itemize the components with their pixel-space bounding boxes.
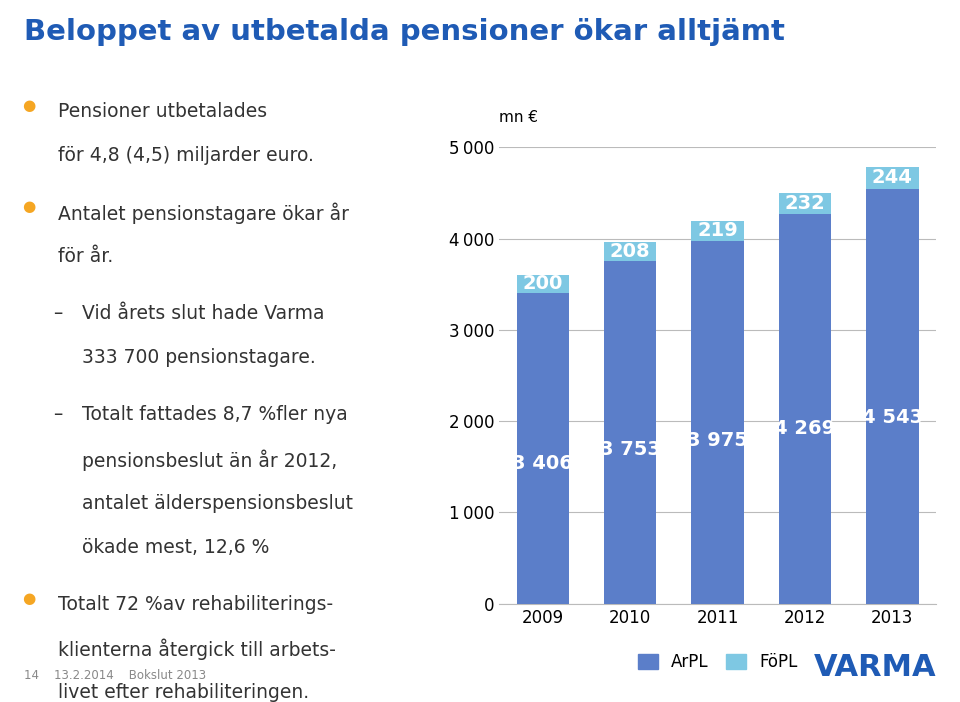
Text: VARMA: VARMA [813,654,936,682]
Bar [516,274,569,293]
Text: 4 269: 4 269 [775,419,835,438]
Text: 219: 219 [697,221,738,241]
Bar [516,293,569,604]
Text: 14    13.2.2014    Bokslut 2013: 14 13.2.2014 Bokslut 2013 [24,669,206,682]
Text: pensionsbeslut än år 2012,: pensionsbeslut än år 2012, [82,449,337,471]
Text: 244: 244 [872,168,913,187]
Text: 4 543: 4 543 [862,408,923,427]
Text: mn €: mn € [499,110,539,124]
Text: ●: ● [22,98,36,113]
Text: 3 753: 3 753 [600,440,660,459]
Text: för 4,8 (4,5) miljarder euro.: för 4,8 (4,5) miljarder euro. [58,146,314,165]
Text: Beloppet av utbetalda pensioner ökar alltjämt: Beloppet av utbetalda pensioner ökar all… [24,18,785,46]
Text: 3 975: 3 975 [687,431,748,450]
Bar [866,189,919,604]
Text: 3 406: 3 406 [513,454,573,473]
Bar [779,193,831,214]
Text: 208: 208 [610,242,651,261]
Bar [691,241,744,604]
Bar [691,221,744,241]
Text: ●: ● [22,591,36,606]
Text: Vid årets slut hade Varma: Vid årets slut hade Varma [82,304,324,323]
Text: ökade mest, 12,6 %: ökade mest, 12,6 % [82,538,269,557]
Text: ●: ● [22,199,36,214]
Bar [866,167,919,189]
Text: –: – [53,405,62,424]
Text: 333 700 pensionstagare.: 333 700 pensionstagare. [82,348,315,367]
Text: –: – [53,304,62,323]
Text: Antalet pensionstagare ökar år: Antalet pensionstagare ökar år [58,203,348,225]
Legend: ArPL, FöPL: ArPL, FöPL [632,646,804,677]
Bar [779,214,831,604]
Text: antalet älderspensionsbeslut: antalet älderspensionsbeslut [82,494,352,512]
Text: klienterna återgick till arbets-: klienterna återgick till arbets- [58,639,335,661]
Text: 200: 200 [522,274,564,293]
Text: Pensioner utbetalades: Pensioner utbetalades [58,102,267,121]
Text: Totalt 72 %av rehabiliterings-: Totalt 72 %av rehabiliterings- [58,595,333,614]
Text: för år.: för år. [58,247,113,266]
Text: 232: 232 [784,194,826,213]
Text: Totalt fattades 8,7 %fler nya: Totalt fattades 8,7 %fler nya [82,405,348,424]
Bar [604,242,657,261]
Text: livet efter rehabiliteringen.: livet efter rehabiliteringen. [58,683,309,702]
Bar [604,261,657,604]
